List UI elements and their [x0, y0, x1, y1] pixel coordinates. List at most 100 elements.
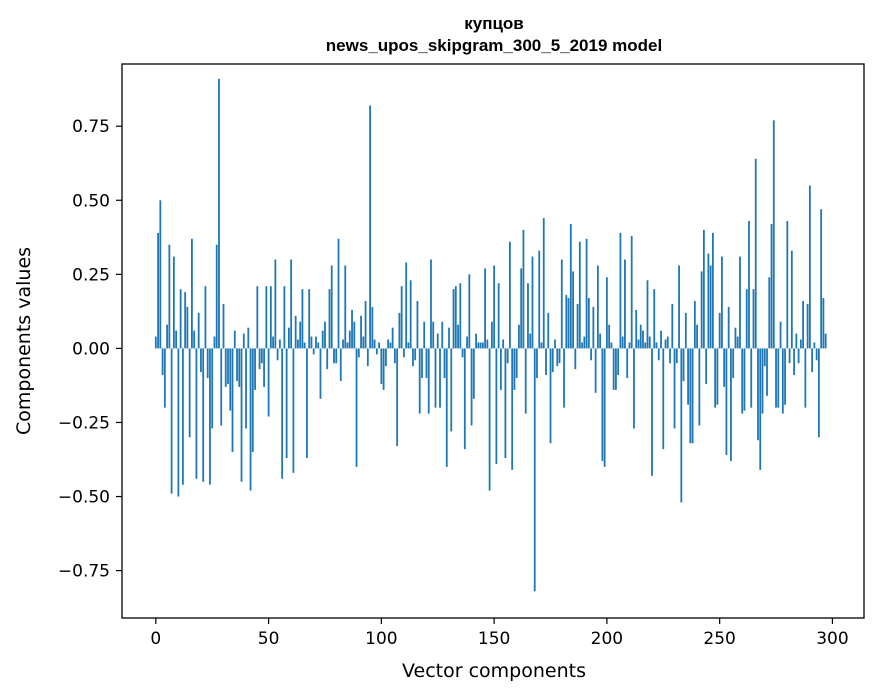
bar: [605, 277, 608, 349]
bar: [403, 348, 405, 358]
bar: [824, 333, 827, 349]
bar: [691, 348, 694, 444]
bar: [389, 342, 392, 349]
bar: [639, 324, 642, 349]
bar: [689, 348, 692, 444]
bar: [161, 348, 164, 376]
bar: [222, 303, 225, 349]
bar: [673, 348, 676, 429]
bar: [384, 348, 387, 367]
bar: [353, 321, 356, 349]
bar: [766, 348, 768, 396]
bar: [709, 265, 712, 349]
bar: [319, 348, 322, 399]
bar: [366, 348, 369, 367]
y-tick-label: 0.25: [72, 265, 110, 285]
bar: [290, 259, 293, 349]
bar: [817, 348, 820, 438]
bar: [698, 348, 701, 426]
bar: [714, 348, 717, 408]
y-tick-label: 0.00: [72, 339, 110, 359]
bar: [344, 265, 347, 349]
bar: [806, 303, 809, 349]
bar: [772, 120, 775, 349]
bar: [646, 280, 649, 349]
bar: [754, 158, 757, 349]
bar: [693, 301, 696, 349]
bar: [572, 271, 574, 349]
bar: [172, 256, 175, 349]
bar: [256, 286, 259, 349]
bar: [312, 348, 315, 355]
bar: [515, 348, 518, 379]
x-tick-label: 0: [150, 629, 161, 649]
bar: [779, 321, 782, 349]
bar: [741, 348, 744, 414]
bar: [538, 250, 541, 349]
bar: [723, 348, 726, 387]
bar: [644, 342, 647, 349]
bar: [721, 256, 723, 349]
x-axis-label: Vector components: [402, 660, 586, 682]
bar: [560, 259, 563, 349]
bar: [396, 348, 399, 447]
bar: [310, 336, 313, 349]
bar: [317, 342, 320, 349]
bar: [748, 221, 750, 349]
bar: [457, 324, 459, 349]
bar: [231, 348, 234, 453]
bar: [696, 324, 698, 349]
bar: [799, 339, 802, 349]
bar: [529, 333, 532, 349]
bar: [463, 348, 466, 450]
bar: [716, 348, 719, 405]
bar: [788, 348, 791, 364]
bar: [211, 348, 214, 429]
bar: [651, 348, 653, 476]
bar: [470, 348, 473, 426]
bar: [251, 348, 254, 453]
bar: [671, 303, 674, 349]
bar: [793, 348, 795, 376]
bar: [242, 333, 245, 349]
x-tick-label: 250: [703, 629, 735, 649]
bar: [619, 232, 622, 349]
bar: [324, 321, 326, 349]
bar: [687, 348, 689, 405]
bar: [542, 218, 545, 349]
bar: [299, 321, 302, 349]
bar: [684, 312, 687, 349]
bar: [811, 348, 814, 373]
bar: [615, 348, 617, 390]
bar: [373, 339, 376, 349]
bar: [599, 333, 602, 349]
x-tick-label: 50: [258, 629, 280, 649]
bar: [472, 348, 475, 399]
bar: [569, 223, 572, 349]
bar: [481, 342, 484, 349]
bar: [702, 229, 705, 349]
bar: [238, 348, 241, 387]
bar: [224, 348, 227, 387]
y-tick-label: −0.25: [58, 413, 110, 433]
bar: [418, 348, 421, 414]
bar: [781, 348, 784, 414]
x-axis-ticks: 0 50 100 150 200 250 300: [150, 618, 849, 649]
bar: [660, 330, 662, 349]
bar: [297, 339, 299, 349]
bar: [608, 324, 611, 349]
bar: [452, 289, 455, 349]
bar: [380, 348, 383, 384]
bar: [468, 274, 471, 349]
bar: [680, 348, 683, 503]
bar: [459, 283, 462, 349]
bar: [757, 348, 759, 441]
x-tick-label: 100: [365, 629, 397, 649]
bar: [524, 348, 527, 414]
bar: [229, 348, 232, 411]
bar: [725, 348, 728, 456]
bar: [267, 348, 270, 417]
bar: [450, 348, 453, 432]
bar: [554, 339, 556, 349]
